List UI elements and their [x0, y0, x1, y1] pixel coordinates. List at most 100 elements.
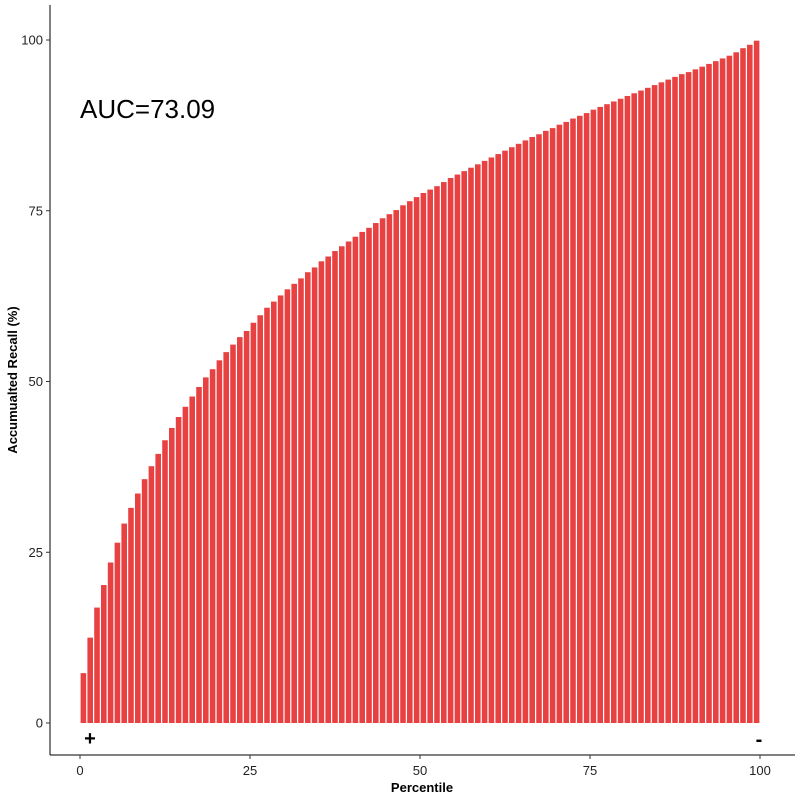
bar: [250, 322, 257, 723]
bar: [447, 177, 454, 724]
bar: [339, 246, 345, 723]
bar: [617, 98, 624, 724]
bar: [237, 337, 243, 723]
bar: [420, 192, 427, 724]
bar: [284, 289, 291, 723]
y-tick-label: 0: [36, 716, 43, 731]
bar: [216, 360, 223, 723]
bar: [94, 607, 100, 723]
bar: [359, 231, 365, 724]
bar: [631, 93, 637, 723]
x-ticks: 0 25 50 75 100: [76, 755, 771, 778]
bar: [638, 90, 644, 724]
bar: [475, 164, 481, 723]
bar: [101, 585, 107, 723]
bar: [223, 352, 229, 723]
bar: [481, 160, 488, 723]
bar: [726, 55, 733, 723]
bar: [556, 124, 563, 723]
bar: [522, 140, 529, 723]
bar: [692, 69, 699, 724]
bar: [203, 377, 209, 723]
bar: [291, 283, 297, 723]
bar: [665, 79, 671, 724]
bar: [80, 673, 87, 723]
bar: [87, 637, 93, 724]
bar: [189, 396, 195, 723]
bar: [325, 256, 331, 723]
bar: [243, 330, 250, 723]
bar: [651, 85, 658, 723]
bar: [366, 227, 372, 723]
bar: [719, 58, 726, 723]
bar: [461, 171, 467, 723]
bar: [434, 186, 440, 723]
bar: [386, 214, 393, 724]
bar: [114, 542, 121, 723]
y-ticks: 0 25 50 75 100: [21, 33, 50, 731]
bar: [148, 466, 155, 723]
bar: [271, 301, 277, 723]
bar: [121, 523, 127, 723]
bar: [413, 197, 420, 724]
y-tick-label: 25: [29, 545, 43, 560]
bars-group: [80, 40, 760, 724]
minus-sign-annotation: -: [756, 729, 763, 751]
bar: [747, 44, 753, 723]
bar: [679, 74, 685, 723]
y-axis-title: Accumualted Recall (%): [5, 306, 20, 453]
bar: [441, 182, 447, 723]
bar: [209, 369, 216, 723]
bar: [577, 115, 583, 723]
bar: [427, 189, 433, 723]
bar: [352, 236, 359, 723]
bar: [699, 66, 705, 723]
bar: [135, 493, 141, 723]
bar: [543, 130, 549, 724]
bar: [713, 61, 719, 724]
bar: [128, 507, 134, 723]
bar: [733, 52, 739, 724]
bar: [318, 261, 325, 723]
x-tick-label: 25: [243, 763, 257, 778]
bar: [345, 241, 352, 724]
bar: [597, 106, 603, 724]
bar: [570, 118, 576, 724]
bar: [277, 295, 284, 723]
y-tick-label: 50: [29, 374, 43, 389]
bar: [685, 72, 692, 724]
bar: [155, 453, 161, 723]
bar: [611, 101, 617, 724]
x-tick-label: 0: [76, 763, 83, 778]
plus-sign-annotation: +: [84, 728, 96, 750]
bar: [332, 251, 338, 724]
bar: [604, 104, 610, 723]
bar: [393, 210, 399, 723]
bar: [182, 406, 189, 723]
bar: [563, 121, 569, 723]
bar: [169, 427, 175, 723]
bar: [495, 154, 501, 723]
bar: [305, 272, 311, 723]
bar: [536, 134, 542, 723]
bar: [230, 344, 236, 723]
bar: [624, 96, 631, 723]
bar: [740, 48, 746, 723]
bar: [257, 315, 263, 723]
bar: [141, 479, 148, 723]
bar: [379, 218, 386, 723]
bar: [590, 109, 597, 724]
x-tick-label: 100: [749, 763, 771, 778]
bar: [175, 417, 182, 723]
bar: [549, 128, 556, 724]
bar: [645, 87, 651, 723]
bar: [706, 63, 712, 723]
bar: [454, 174, 461, 724]
bar: [509, 147, 515, 724]
x-axis-title: Percentile: [391, 780, 453, 795]
bar: [107, 562, 114, 723]
bar: [373, 223, 379, 724]
bar: [407, 201, 413, 723]
bar: [753, 40, 760, 724]
